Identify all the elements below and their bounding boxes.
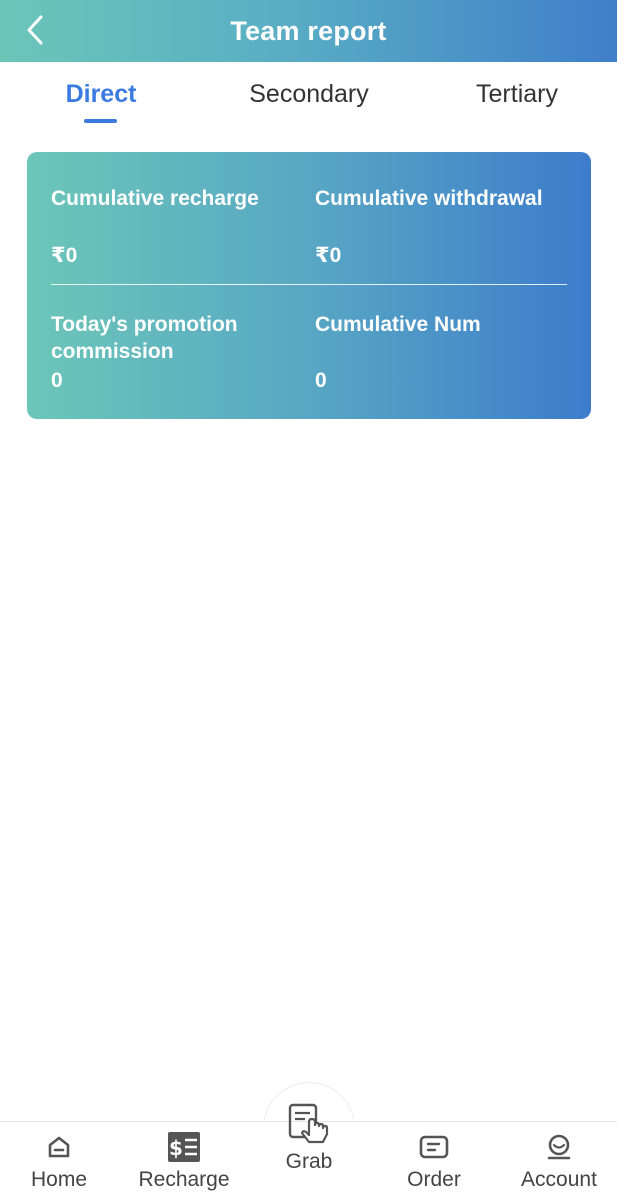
cumulative-recharge-value: ₹0 (51, 244, 78, 267)
card-divider (51, 284, 567, 285)
active-tab-indicator (84, 119, 117, 123)
cumulative-num-label: Cumulative Num (315, 313, 481, 336)
chevron-left-icon (27, 15, 43, 45)
nav-grab-label: Grab (285, 1150, 333, 1173)
grab-hand-icon (288, 1103, 329, 1144)
back-button[interactable] (18, 12, 52, 48)
home-icon (48, 1136, 70, 1158)
promotion-commission-label: Today's promotion commission (51, 313, 238, 363)
tab-secondary[interactable]: Secondary (249, 80, 369, 108)
nav-home[interactable]: Home (4, 1130, 114, 1192)
cumulative-recharge-label: Cumulative recharge (51, 187, 259, 210)
nav-home-label: Home (30, 1168, 88, 1191)
nav-account[interactable]: Account (504, 1130, 614, 1192)
tab-direct[interactable]: Direct (65, 80, 137, 108)
tab-tertiary[interactable]: Tertiary (476, 80, 558, 108)
nav-order[interactable]: Order (379, 1130, 489, 1192)
nav-grab[interactable]: Grab (254, 1102, 364, 1174)
account-icon (547, 1134, 571, 1160)
nav-recharge[interactable]: $ Recharge (129, 1130, 239, 1192)
team-stats-card: Cumulative recharge Cumulative withdrawa… (27, 152, 591, 419)
header-bar: Team report (0, 0, 617, 62)
promotion-commission-value: 0 (51, 369, 63, 392)
cumulative-withdrawal-label: Cumulative withdrawal (315, 187, 543, 210)
recharge-icon: $ (168, 1132, 200, 1162)
cumulative-withdrawal-value: ₹0 (315, 244, 342, 267)
nav-account-label: Account (521, 1168, 597, 1191)
nav-order-label: Order (407, 1168, 461, 1191)
nav-recharge-label: Recharge (138, 1168, 230, 1191)
cumulative-num-value: 0 (315, 369, 327, 392)
svg-text:$: $ (169, 1136, 183, 1160)
order-icon (419, 1135, 449, 1159)
page-title: Team report (230, 15, 387, 46)
report-tabs: Direct Secondary Tertiary (0, 62, 617, 132)
